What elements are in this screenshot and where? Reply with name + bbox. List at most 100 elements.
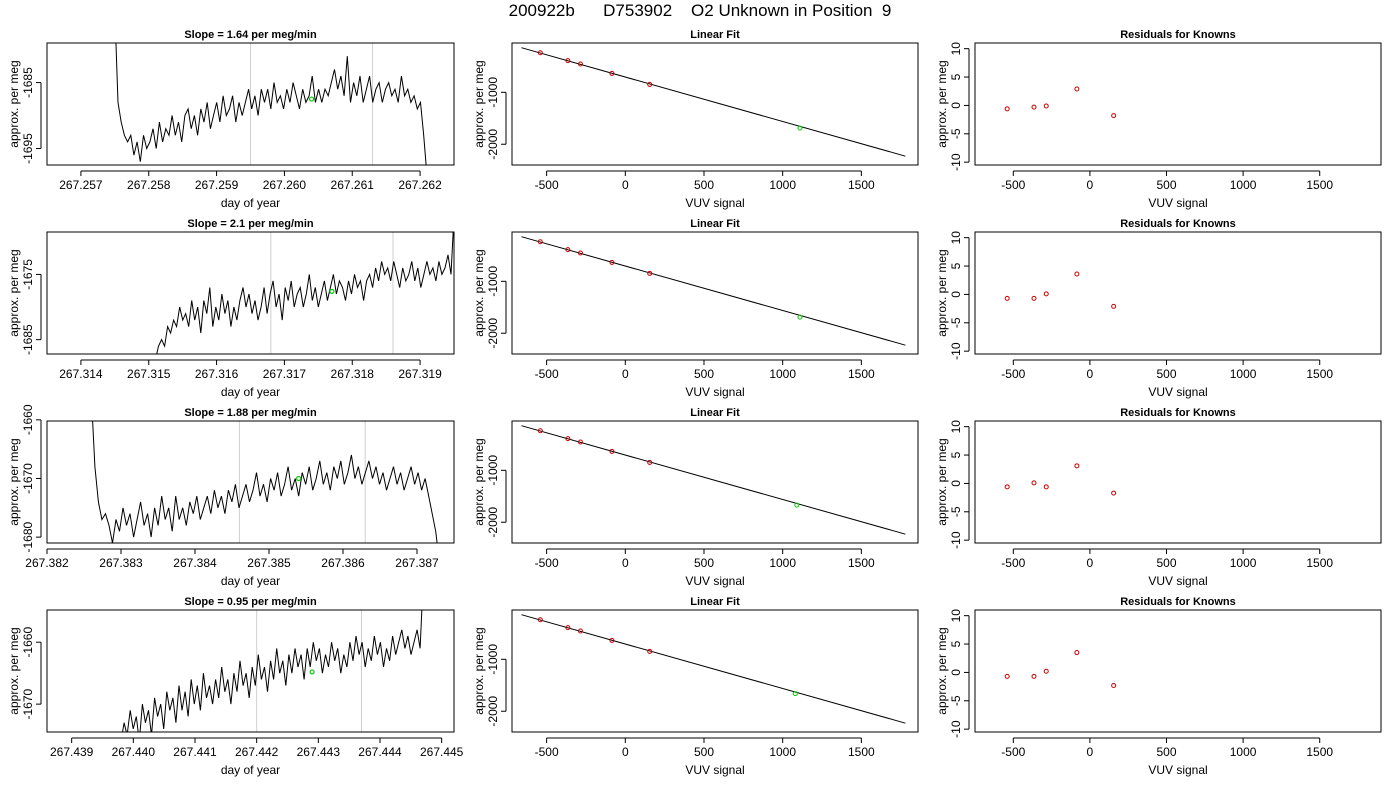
x-tick-label: 1500 (1306, 178, 1333, 192)
y-tick-label: -1670 (21, 688, 35, 719)
plot-frame (46, 42, 455, 166)
panel-title: Slope = 0.95 per meg/min (184, 596, 317, 608)
residual-point (1074, 463, 1080, 469)
residual-point (1043, 291, 1049, 297)
x-tick-label: 500 (694, 745, 714, 759)
plot-frame (46, 231, 455, 355)
figure-title: 200922b D753902 O2 Unknown in Position 9 (508, 1, 892, 20)
panel-title: Linear Fit (690, 596, 740, 608)
x-tick-label: 267.260 (263, 178, 307, 192)
y-tick-label: -2000 (486, 507, 500, 538)
y-tick-label: -10 (949, 531, 963, 549)
y-tick-label: -5 (949, 128, 963, 139)
unknown-point (797, 125, 803, 131)
residual-point (1111, 682, 1117, 688)
x-tick-label: 267.387 (395, 556, 439, 570)
y-tick-label: -1685 (21, 324, 35, 355)
x-tick-label: 267.315 (127, 367, 171, 381)
panel-title: Residuals for Knowns (1120, 407, 1236, 419)
known-point (565, 247, 571, 253)
x-tick-label: 1500 (848, 745, 875, 759)
panel-title: Slope = 1.64 per meg/min (184, 29, 317, 41)
y-axis-label: approx. per meg (472, 60, 486, 147)
x-tick-label: 267.319 (398, 367, 442, 381)
panel-title: Linear Fit (690, 218, 740, 230)
x-axis-label: VUV signal (1148, 574, 1207, 588)
residual-point (1004, 484, 1010, 490)
x-axis-label: VUV signal (1148, 763, 1207, 777)
residual-point (1004, 673, 1010, 679)
plot-frame (511, 609, 919, 733)
x-tick-label: 267.262 (398, 178, 442, 192)
x-tick-label: 1500 (1306, 367, 1333, 381)
x-tick-label: 500 (694, 178, 714, 192)
x-tick-label: 0 (1087, 556, 1094, 570)
known-point (565, 436, 571, 442)
y-axis-label: approx. per meg (472, 627, 486, 714)
y-axis-label: approx. per meg (7, 438, 21, 525)
y-tick-label: -1000 (486, 455, 500, 486)
y-tick-label: -10 (949, 153, 963, 171)
x-tick-label: 267.386 (321, 556, 365, 570)
unknown-marker (329, 288, 335, 294)
x-axis-label: day of year (221, 574, 280, 588)
residual-point (1043, 484, 1049, 490)
x-tick-label: 0 (622, 367, 629, 381)
x-tick-label: -500 (535, 745, 559, 759)
y-tick-label: 0 (949, 102, 963, 109)
x-tick-label: 267.439 (50, 745, 94, 759)
known-point (537, 50, 543, 56)
y-tick-label: -1000 (486, 266, 500, 297)
x-axis-label: VUV signal (685, 385, 744, 399)
y-axis-label: approx. per meg (935, 627, 949, 714)
plot-frame (511, 42, 919, 166)
y-tick-label: -1695 (21, 133, 35, 164)
timeseries-line (115, 43, 427, 165)
panel-title: Residuals for Knowns (1120, 596, 1236, 608)
x-tick-label: 1000 (1230, 367, 1257, 381)
fit-line (521, 47, 906, 157)
panel-title: Linear Fit (690, 29, 740, 41)
y-axis-label: approx. per meg (472, 438, 486, 525)
x-tick-label: 267.385 (247, 556, 291, 570)
panel-title: Residuals for Knowns (1120, 29, 1236, 41)
timeseries-line (92, 421, 438, 543)
plot-frame (974, 420, 1382, 544)
x-axis-label: day of year (221, 385, 280, 399)
y-tick-label: -5 (949, 695, 963, 706)
x-tick-label: 500 (694, 556, 714, 570)
x-tick-label: 267.382 (25, 556, 69, 570)
known-point (609, 70, 615, 76)
panel-title: Residuals for Knowns (1120, 218, 1236, 230)
x-tick-label: 500 (694, 367, 714, 381)
x-tick-label: -500 (1001, 556, 1025, 570)
y-axis-label: approx. per meg (7, 249, 21, 336)
x-tick-label: 267.440 (112, 745, 156, 759)
plot-frame (46, 420, 455, 544)
residual-point (1111, 113, 1117, 119)
x-tick-label: 500 (1156, 745, 1176, 759)
x-tick-label: 1500 (848, 367, 875, 381)
known-point (609, 448, 615, 454)
y-tick-label: -10 (949, 342, 963, 360)
known-point (609, 637, 615, 643)
plot-frame (511, 231, 919, 355)
x-tick-label: 0 (622, 556, 629, 570)
x-tick-label: 0 (622, 178, 629, 192)
x-tick-label: 267.261 (331, 178, 375, 192)
y-axis-label: approx. per meg (935, 249, 949, 336)
x-tick-label: 0 (622, 745, 629, 759)
x-tick-label: 267.384 (173, 556, 217, 570)
fit-line (521, 614, 906, 724)
residual-point (1031, 480, 1037, 486)
x-axis-label: day of year (221, 763, 280, 777)
y-tick-label: 10 (949, 42, 963, 56)
y-tick-label: 0 (949, 480, 963, 487)
known-point (565, 625, 571, 631)
x-tick-label: 500 (1156, 556, 1176, 570)
residual-point (1031, 295, 1037, 301)
y-tick-label: -10 (949, 720, 963, 738)
x-tick-label: 267.442 (235, 745, 279, 759)
known-point (647, 459, 653, 465)
